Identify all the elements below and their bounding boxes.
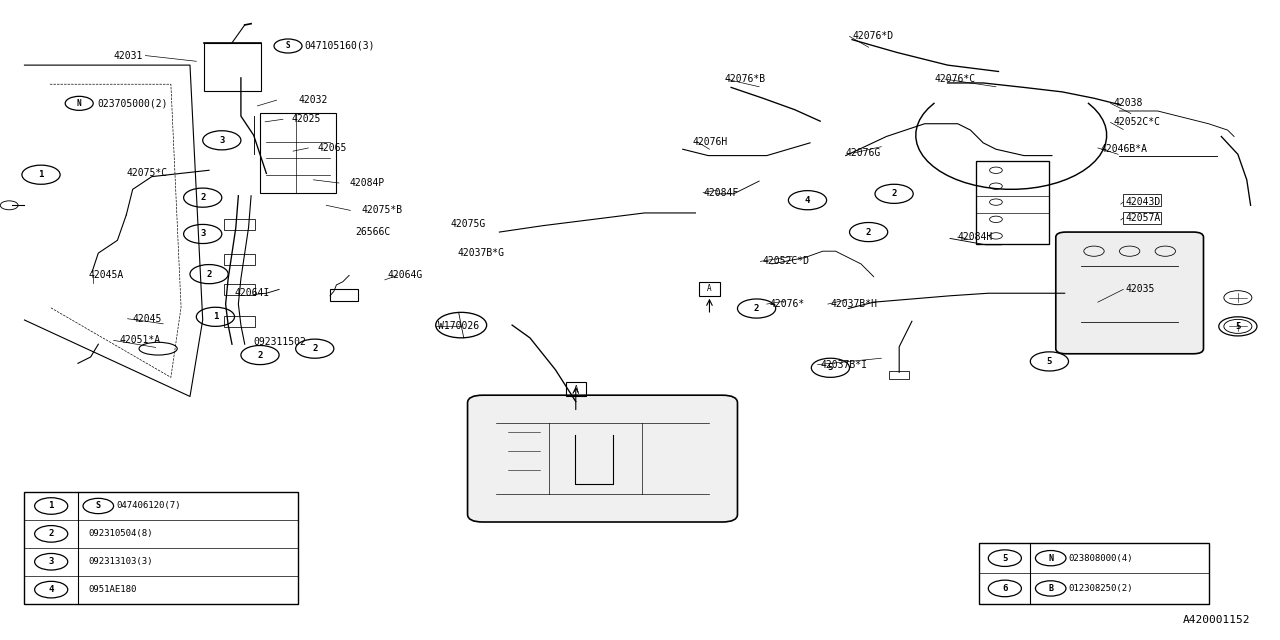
Text: 092313103(3): 092313103(3) xyxy=(88,557,152,566)
Bar xyxy=(204,43,261,91)
Text: 42075*B: 42075*B xyxy=(362,205,403,216)
Text: 2: 2 xyxy=(49,529,54,538)
Text: 42076*: 42076* xyxy=(769,299,805,309)
Bar xyxy=(566,383,586,396)
Text: 2: 2 xyxy=(891,189,897,198)
Bar xyxy=(699,282,719,296)
Bar xyxy=(224,219,255,230)
Text: 2: 2 xyxy=(200,193,205,202)
Text: 0951AE180: 0951AE180 xyxy=(88,585,137,594)
Text: 42031: 42031 xyxy=(114,51,143,61)
Text: 6: 6 xyxy=(1002,584,1007,593)
Text: A: A xyxy=(707,284,712,293)
Text: 42076*C: 42076*C xyxy=(934,74,975,84)
Text: 42025: 42025 xyxy=(292,115,321,124)
Text: 26566C: 26566C xyxy=(356,227,390,237)
Text: 42076G: 42076G xyxy=(846,148,881,158)
Text: N: N xyxy=(1048,554,1053,563)
Text: 42064G: 42064G xyxy=(388,270,422,280)
Text: 3: 3 xyxy=(200,230,205,239)
Text: 42052C*C: 42052C*C xyxy=(1114,118,1160,127)
Text: 2: 2 xyxy=(312,344,317,353)
Text: 42076*B: 42076*B xyxy=(724,74,765,84)
Text: 42075*C: 42075*C xyxy=(127,168,168,179)
Text: 047105160(3): 047105160(3) xyxy=(305,41,375,51)
Bar xyxy=(1124,195,1161,206)
Bar xyxy=(224,284,255,295)
Text: 42057A: 42057A xyxy=(1126,213,1161,223)
Text: 42076*D: 42076*D xyxy=(852,31,893,42)
Text: 42046B*A: 42046B*A xyxy=(1101,144,1147,154)
Text: 42035: 42035 xyxy=(1126,284,1155,294)
Text: 42051*A: 42051*A xyxy=(120,335,161,346)
Text: 42064I: 42064I xyxy=(234,288,270,298)
Text: 42037B*G: 42037B*G xyxy=(457,248,504,258)
Text: B: B xyxy=(1048,584,1053,593)
Text: 42045: 42045 xyxy=(133,314,163,324)
Text: 023808000(4): 023808000(4) xyxy=(1069,554,1133,563)
Text: 42075G: 42075G xyxy=(451,220,486,229)
Text: 42076H: 42076H xyxy=(692,136,728,147)
Text: 012308250(2): 012308250(2) xyxy=(1069,584,1133,593)
Text: S: S xyxy=(96,502,101,511)
Bar xyxy=(1124,212,1161,224)
Text: 42084F: 42084F xyxy=(703,188,739,198)
Text: 092311502: 092311502 xyxy=(253,337,306,348)
Text: A420001152: A420001152 xyxy=(1183,614,1251,625)
Text: S: S xyxy=(285,42,291,51)
Text: A: A xyxy=(573,385,579,394)
Text: 42052C*D: 42052C*D xyxy=(763,257,810,266)
Bar xyxy=(979,543,1208,604)
Bar xyxy=(975,161,1050,244)
Text: 42032: 42032 xyxy=(298,95,328,105)
Text: 092310504(8): 092310504(8) xyxy=(88,529,152,538)
FancyBboxPatch shape xyxy=(1056,232,1203,354)
Text: 42045A: 42045A xyxy=(88,270,123,280)
Text: 2: 2 xyxy=(206,269,211,278)
Text: 42084P: 42084P xyxy=(349,178,384,188)
Text: 5: 5 xyxy=(828,364,833,372)
Bar xyxy=(224,253,255,265)
Text: 42084H: 42084H xyxy=(957,232,993,242)
Text: 1: 1 xyxy=(212,312,218,321)
Text: 42043D: 42043D xyxy=(1126,197,1161,207)
Bar xyxy=(330,289,358,301)
Text: 5: 5 xyxy=(1002,554,1007,563)
Text: 42037B*I: 42037B*I xyxy=(820,360,868,370)
Text: 42038: 42038 xyxy=(1114,99,1143,108)
Bar xyxy=(260,113,337,193)
Text: 3: 3 xyxy=(219,136,224,145)
Text: 2: 2 xyxy=(257,351,262,360)
Text: 2: 2 xyxy=(754,304,759,313)
Bar xyxy=(224,316,255,327)
Text: 42065: 42065 xyxy=(317,143,347,153)
Text: 4: 4 xyxy=(805,196,810,205)
Text: 1: 1 xyxy=(49,502,54,511)
Text: 5: 5 xyxy=(1047,357,1052,366)
FancyBboxPatch shape xyxy=(467,395,737,522)
Text: W170026: W170026 xyxy=(438,321,480,332)
Text: 1: 1 xyxy=(38,170,44,179)
Text: 023705000(2): 023705000(2) xyxy=(97,99,168,108)
Text: N: N xyxy=(77,99,82,108)
Text: 4: 4 xyxy=(49,585,54,594)
Bar xyxy=(890,371,909,379)
Text: 2: 2 xyxy=(867,228,872,237)
Text: 42037B*H: 42037B*H xyxy=(831,299,877,309)
Bar xyxy=(24,492,298,604)
Text: 5: 5 xyxy=(1235,322,1240,331)
Text: 3: 3 xyxy=(49,557,54,566)
Text: 047406120(7): 047406120(7) xyxy=(116,502,180,511)
